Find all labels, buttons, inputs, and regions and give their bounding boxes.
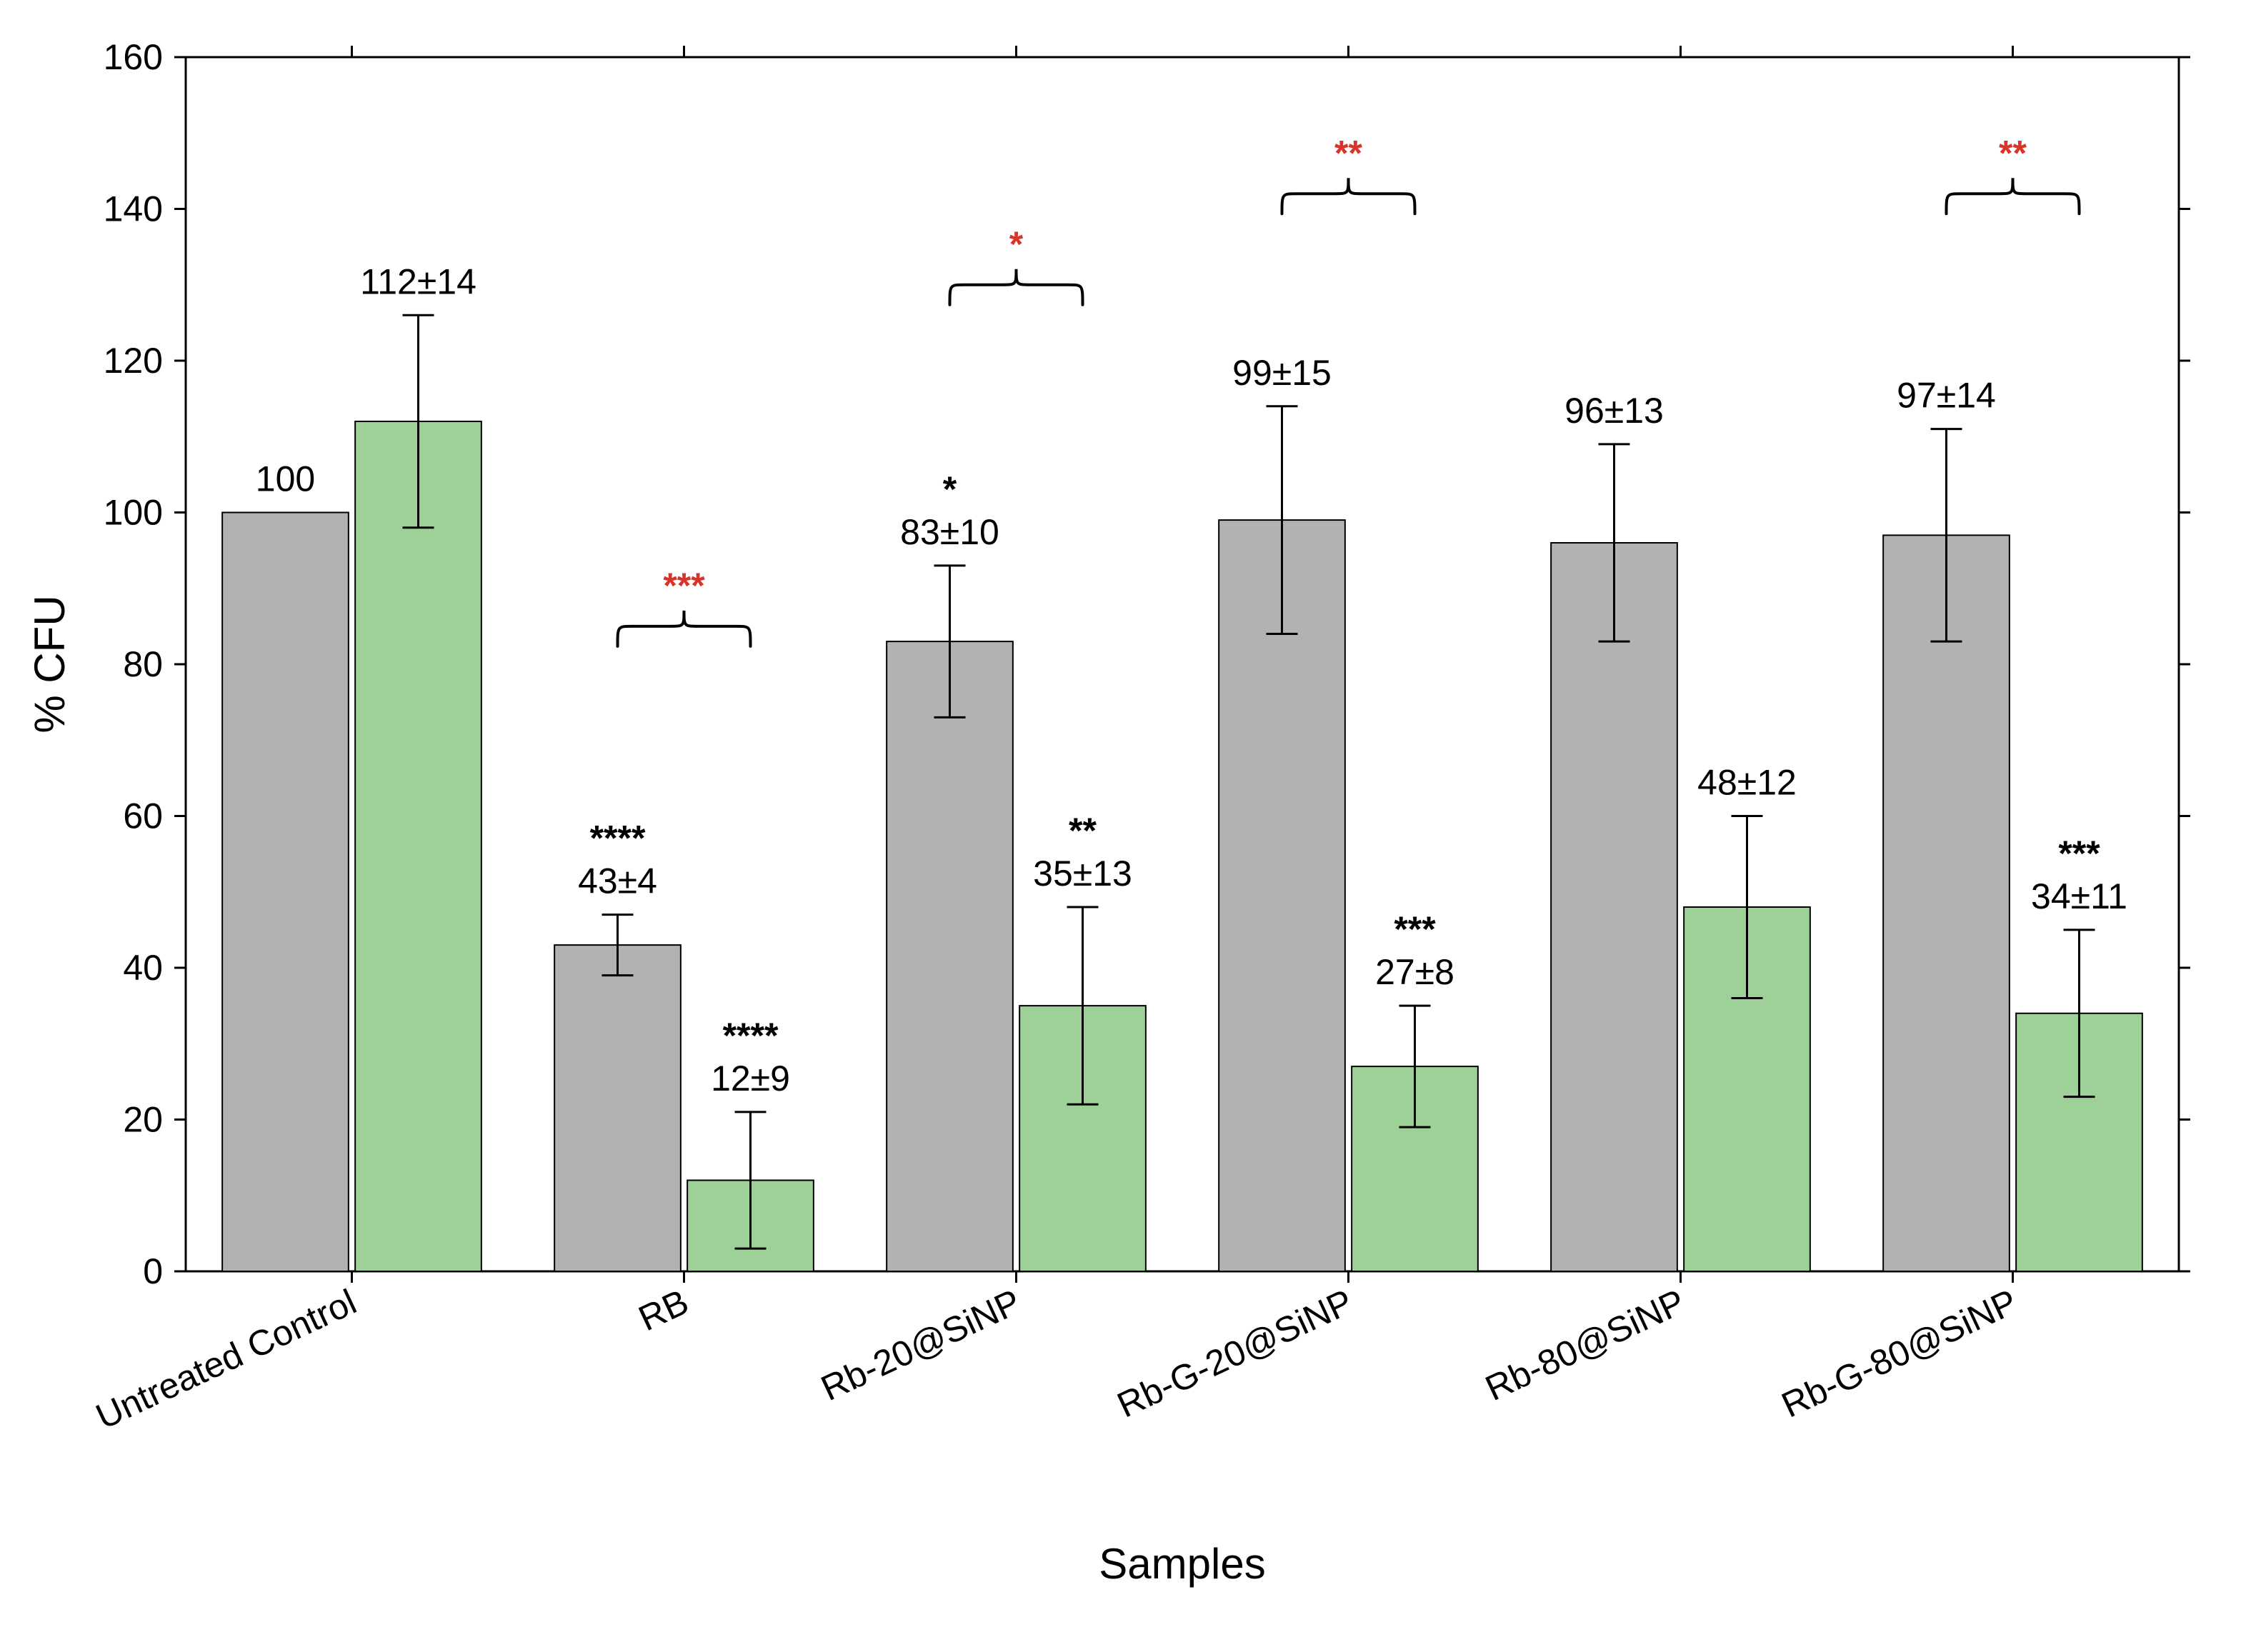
bar-value-label: 34±11 (2031, 876, 2127, 916)
bar-value-label: 43±4 (578, 861, 657, 901)
x-tick-label: Rb-20@SiNP (815, 1281, 1027, 1408)
bar (554, 945, 681, 1271)
bar (1551, 543, 1677, 1271)
y-tick-label: 160 (104, 37, 163, 77)
pair-significance-marker: ** (1334, 133, 1362, 173)
bar-value-label: 99±15 (1232, 353, 1332, 393)
bar (1883, 535, 2010, 1271)
bar-value-label: 48±12 (1697, 763, 1797, 803)
pair-significance-marker: *** (663, 566, 705, 606)
bar (887, 641, 1013, 1271)
x-tick-label: Untreated Control (90, 1281, 362, 1437)
significance-marker: * (943, 469, 957, 509)
significance-marker: **** (590, 819, 646, 858)
y-tick-label: 20 (123, 1100, 163, 1140)
significance-marker: ** (1069, 811, 1097, 851)
pair-significance-marker: ** (1999, 133, 2027, 173)
bar-value-label: 100 (256, 459, 315, 499)
x-tick-label: Rb-G-80@SiNP (1775, 1281, 2023, 1425)
significance-marker: *** (1394, 909, 1436, 949)
bar-value-label: 112±14 (360, 261, 476, 301)
bar-value-label: 83±10 (900, 512, 999, 552)
y-tick-label: 40 (123, 948, 163, 988)
y-tick-label: 0 (143, 1251, 163, 1291)
chart-container: 0 20 40 60 80 100 120 140 160 % CFU Untreated Cont… (0, 0, 2256, 1652)
y-tick-label: 100 (104, 493, 163, 533)
bar (355, 421, 481, 1271)
x-tick-label: RB (633, 1281, 695, 1338)
significance-marker: **** (723, 1016, 779, 1056)
y-tick-label: 80 (123, 644, 163, 684)
bar-value-label: 27±8 (1375, 952, 1454, 992)
bar (222, 513, 349, 1272)
pair-significance-marker: * (1009, 224, 1024, 264)
y-tick-label: 60 (123, 796, 163, 836)
y-axis-label: % CFU (26, 595, 74, 733)
significance-marker: *** (2058, 833, 2100, 873)
x-tick-label: Rb-G-20@SiNP (1111, 1281, 1359, 1425)
y-tick-label: 140 (104, 189, 163, 229)
bar-value-label: 96±13 (1564, 391, 1664, 431)
bar-value-label: 35±13 (1033, 853, 1132, 893)
y-tick-label: 120 (104, 341, 163, 381)
bar-value-label: 97±14 (1897, 376, 1996, 416)
bar-chart: 0 20 40 60 80 100 120 140 160 % CFU Untreated Cont… (0, 0, 2256, 1652)
bar-value-label: 12±9 (711, 1058, 790, 1098)
x-tick-label: Rb-80@SiNP (1479, 1281, 1691, 1408)
x-axis-label: Samples (1099, 1540, 1265, 1588)
